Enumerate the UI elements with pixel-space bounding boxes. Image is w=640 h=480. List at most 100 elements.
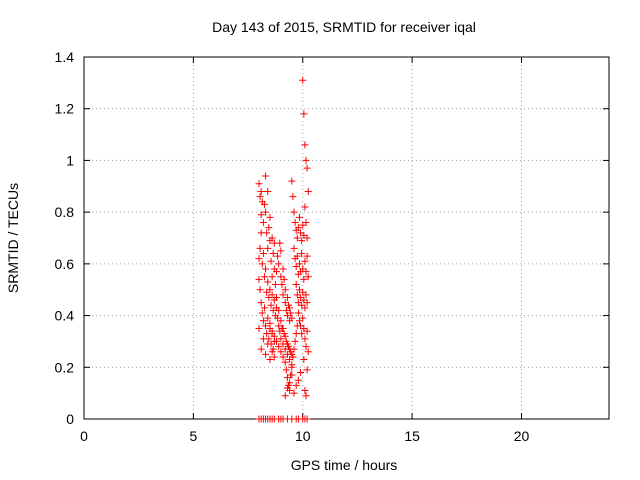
- data-points: [255, 76, 312, 423]
- data-point: [288, 363, 296, 371]
- data-point: [302, 343, 310, 351]
- data-point: [260, 304, 268, 312]
- data-point: [256, 193, 264, 201]
- data-point: [279, 353, 287, 361]
- data-point: [301, 304, 309, 312]
- data-point: [275, 260, 283, 268]
- data-point: [287, 309, 295, 317]
- data-point: [297, 368, 305, 376]
- data-point: [292, 381, 300, 389]
- data-point: [278, 281, 286, 289]
- data-point: [262, 322, 270, 330]
- data-point: [262, 350, 270, 358]
- data-point: [300, 110, 308, 118]
- data-point: [279, 291, 287, 299]
- data-point: [295, 260, 303, 268]
- y-tick-label: 0.4: [55, 308, 75, 324]
- x-tick-label: 20: [514, 428, 530, 444]
- data-point: [255, 255, 263, 263]
- data-point: [259, 218, 267, 226]
- x-axis-label: GPS time / hours: [291, 457, 398, 473]
- data-point: [303, 252, 311, 260]
- x-tick-label: 0: [80, 428, 88, 444]
- data-point: [294, 309, 302, 317]
- data-point: [299, 314, 307, 322]
- data-point: [257, 299, 265, 307]
- data-point: [290, 244, 298, 252]
- data-point: [277, 247, 285, 255]
- data-point: [301, 387, 309, 395]
- data-point: [290, 345, 298, 353]
- data-point: [260, 273, 268, 281]
- data-point: [264, 314, 272, 322]
- y-tick-label: 0: [66, 411, 74, 427]
- data-point: [258, 309, 266, 317]
- data-point: [292, 281, 300, 289]
- data-point: [302, 392, 310, 400]
- data-point: [277, 335, 285, 343]
- axis-ticks: 0 5 10 15 20 0 0.2 0.4 0.6 0.8 1 1.2 1.4: [55, 49, 609, 444]
- y-tick-label: 0.2: [55, 359, 75, 375]
- data-point: [289, 193, 297, 201]
- data-point: [298, 250, 306, 258]
- data-point: [294, 224, 302, 232]
- data-point: [260, 200, 268, 208]
- data-point: [301, 257, 309, 265]
- data-point: [268, 291, 276, 299]
- data-point: [266, 213, 274, 221]
- data-point: [262, 208, 270, 216]
- data-point: [279, 265, 287, 273]
- data-point: [304, 273, 312, 281]
- data-point: [291, 337, 299, 345]
- data-point: [275, 343, 283, 351]
- data-point: [286, 379, 294, 387]
- data-point: [264, 244, 272, 252]
- data-point: [281, 332, 289, 340]
- data-point: [301, 203, 309, 211]
- data-point: [259, 250, 267, 258]
- data-point: [266, 286, 274, 294]
- data-point: [304, 348, 312, 356]
- data-point: [289, 353, 297, 361]
- data-point: [286, 304, 294, 312]
- data-point: [303, 234, 311, 242]
- data-point: [281, 286, 289, 294]
- data-point: [303, 366, 311, 374]
- data-point: [283, 340, 291, 348]
- data-point: [294, 376, 302, 384]
- data-point: [283, 293, 291, 301]
- grid-lines: [84, 57, 609, 419]
- data-point: [303, 299, 311, 307]
- data-point: [303, 327, 311, 335]
- data-point: [300, 356, 308, 364]
- data-point: [264, 187, 272, 195]
- data-point: [288, 371, 296, 379]
- data-point: [267, 257, 275, 265]
- data-point: [259, 317, 267, 325]
- data-point: [266, 319, 274, 327]
- data-point: [258, 260, 266, 268]
- data-point: [267, 301, 275, 309]
- y-tick-label: 1: [66, 152, 74, 168]
- data-point: [273, 268, 280, 276]
- data-point: [274, 252, 282, 260]
- data-point: [264, 278, 272, 286]
- data-point: [277, 348, 285, 356]
- data-point: [281, 358, 289, 366]
- data-point: [302, 156, 310, 164]
- data-point: [303, 415, 311, 423]
- data-point: [301, 141, 309, 149]
- data-point: [270, 353, 278, 361]
- data-point: [264, 340, 272, 348]
- x-tick-label: 15: [404, 428, 420, 444]
- data-point: [302, 268, 310, 276]
- data-point: [257, 187, 265, 195]
- data-point: [270, 332, 278, 340]
- data-point: [256, 286, 264, 294]
- data-point: [283, 384, 291, 392]
- data-point: [269, 250, 277, 258]
- data-point: [304, 187, 312, 195]
- data-point: [255, 180, 263, 188]
- data-point: [255, 275, 263, 283]
- data-point: [290, 389, 298, 397]
